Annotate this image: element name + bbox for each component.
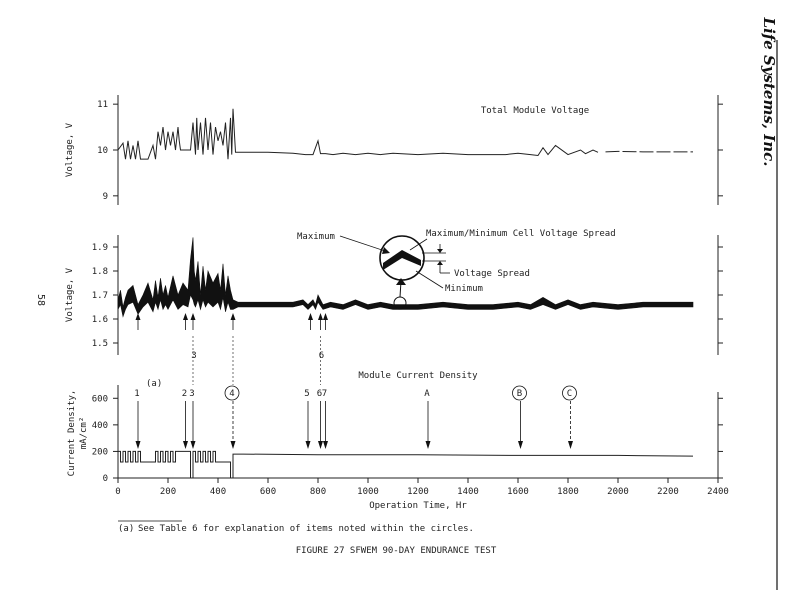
- inset-connector-arrowhead: [396, 278, 406, 285]
- spread-title-leader: [409, 238, 428, 251]
- event-label-5: 5: [304, 389, 309, 399]
- event-arrowhead: [230, 441, 236, 449]
- event-markers: 1 2 3 4 5 6 7 A B C3 6: [134, 336, 577, 449]
- x-axis-ticks: 0 200 400 600 800 1000 1200 1400 1600 1800 2000 220…: [115, 478, 729, 497]
- label-spread-title: Maximum/Minimum Cell Voltage Spread: [426, 229, 616, 239]
- event-label-upper: 3: [191, 351, 196, 361]
- panel3-ytick-label: 200: [92, 447, 108, 457]
- event-label-3: 3: [189, 389, 194, 399]
- panel2-ytick-label: 1.8: [92, 267, 108, 277]
- xtick-label: 200: [160, 487, 176, 497]
- event-arrowhead: [230, 313, 236, 320]
- event-arrowhead: [318, 441, 323, 449]
- maximum-leader-arrowhead: [382, 247, 390, 254]
- footnote-marker-a: (a): [146, 379, 162, 389]
- event-arrowhead: [135, 441, 141, 449]
- xtick-label: 1200: [407, 487, 429, 497]
- event-label-b: B: [517, 389, 522, 399]
- event-label-7: 7: [322, 389, 327, 399]
- xtick-label: 0: [115, 487, 120, 497]
- panel-current-density: Module Current Density Current Density, …: [67, 336, 729, 511]
- event-circle: [512, 385, 527, 401]
- panel2-ytick-label: 1.7: [92, 291, 108, 301]
- xtick-label: 2000: [607, 487, 629, 497]
- panel3-ytick-label: 600: [92, 394, 108, 404]
- brand-logotype: Life Systems, Inc.: [760, 17, 778, 167]
- spread-inset: Maximum Maximum/Minimum Cell Voltage Spr…: [297, 229, 616, 310]
- event-arrowhead: [568, 441, 573, 449]
- total-voltage-line: [117, 108, 599, 160]
- panel2-ticks: 1.5 1.6 1.7 1.8 1.9: [92, 243, 723, 349]
- spread-upper-arrowhead: [437, 249, 443, 253]
- footnote-marker: (a): [118, 524, 134, 534]
- event-arrowhead: [323, 441, 328, 449]
- panel3-ylabel: Current Density,: [67, 390, 77, 477]
- panel1-ytick-label: 10: [97, 146, 108, 156]
- xtick-label: 1000: [357, 487, 379, 497]
- panel1-ytick-label: 11: [97, 100, 108, 110]
- xtick-label: 400: [210, 487, 226, 497]
- spread-lower-arrowhead: [437, 261, 443, 265]
- page-number: 58: [35, 294, 46, 306]
- panel2-event-arrows: [135, 313, 328, 330]
- panel2-ylabel: Voltage, V: [65, 267, 75, 322]
- label-maximum: Maximum: [297, 232, 335, 242]
- maximum-leader: [339, 235, 389, 253]
- xtick-label: 2200: [657, 487, 679, 497]
- event-label-6: 6: [317, 389, 322, 399]
- event-arrowhead: [135, 313, 141, 320]
- panel2-ytick-label: 1.5: [92, 339, 108, 349]
- panel3-ticks: 0 200 400 600: [92, 394, 723, 484]
- event-arrowhead: [183, 441, 188, 449]
- panel2-spread-band: [117, 237, 694, 318]
- panel3-ylabel-unit: mA/cm²: [79, 417, 89, 450]
- panel1-ytick-label: 9: [103, 192, 108, 202]
- xtick-label: 1600: [507, 487, 529, 497]
- event-arrowhead: [190, 313, 196, 320]
- event-arrowhead: [425, 441, 431, 449]
- xtick-label: 600: [260, 487, 276, 497]
- event-circle: [224, 385, 240, 401]
- event-arrowhead: [308, 313, 313, 320]
- event-arrowhead: [305, 441, 311, 449]
- footnote-text: See Table 6 for explanation of items not…: [138, 524, 474, 534]
- xtick-label: 1800: [557, 487, 579, 497]
- panel3-title: Module Current Density: [358, 371, 478, 381]
- label-voltage-spread: Voltage Spread: [454, 269, 530, 279]
- panel-total-module-voltage: Total Module Voltage Voltage, V 9 10 11: [65, 95, 723, 205]
- panel3-series: [118, 450, 694, 479]
- event-arrowhead: [318, 313, 323, 320]
- panel2-ytick-label: 1.9: [92, 243, 108, 253]
- panel1-ylabel: Voltage, V: [65, 122, 75, 177]
- panel3-ytick-label: 0: [103, 474, 108, 484]
- xtick-label: 800: [310, 487, 326, 497]
- event-circle: [562, 385, 577, 401]
- event-arrowhead: [183, 313, 188, 320]
- label-minimum: Minimum: [445, 284, 483, 294]
- event-label-upper: 6: [319, 351, 324, 361]
- spread-magnifier-band: [383, 250, 421, 270]
- event-label-2: 2: [182, 389, 187, 399]
- panel2-ytick-label: 1.6: [92, 315, 108, 325]
- event-arrowhead: [190, 441, 196, 449]
- minimum-leader: [415, 270, 444, 289]
- panel1-title: Total Module Voltage: [481, 106, 589, 116]
- xtick-label: 2400: [707, 487, 729, 497]
- event-label-1: 1: [134, 389, 139, 399]
- event-label-a: A: [424, 389, 430, 399]
- x-axis-label: Operation Time, Hr: [369, 501, 467, 511]
- event-arrowhead: [518, 441, 523, 449]
- event-arrowhead: [323, 313, 328, 320]
- panel1-series: [117, 108, 693, 160]
- current-density-line: [118, 450, 694, 479]
- xtick-label: 1400: [457, 487, 479, 497]
- panel-cell-voltage: Voltage, V 1.5 1.6 1.7 1.8 1.9 Maximum Maxim…: [65, 229, 723, 355]
- panel3-ytick-label: 400: [92, 421, 108, 431]
- panel1-ticks: 9 10 11: [97, 100, 723, 202]
- figure-caption: FIGURE 27 SFWEM 90-DAY ENDURANCE TEST: [296, 546, 497, 556]
- event-label-c: C: [567, 389, 572, 399]
- event-label-4: 4: [229, 389, 234, 399]
